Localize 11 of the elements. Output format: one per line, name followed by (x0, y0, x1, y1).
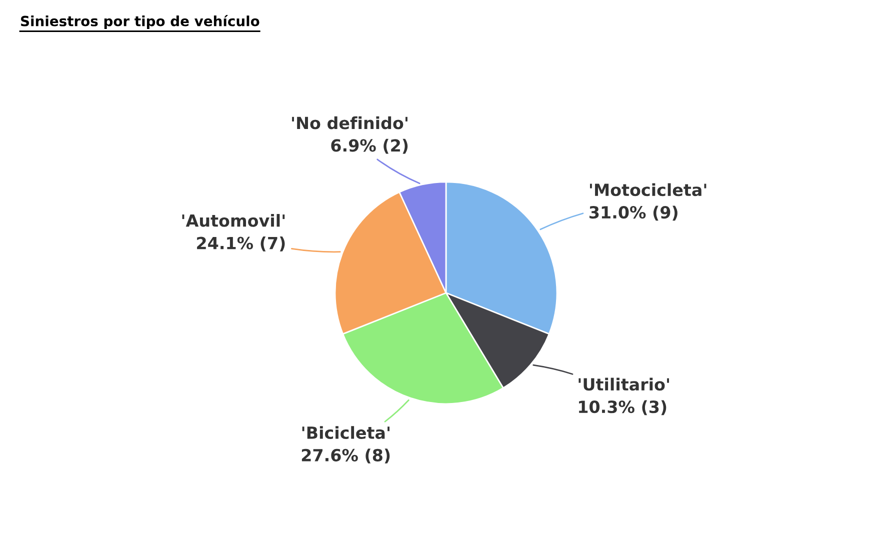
slice-label: 'Bicicleta' (302, 426, 390, 439)
slice-label: 'No definido' (292, 116, 408, 130)
data-label: 27.6% (8) (302, 448, 390, 464)
slice-label: 'Motocicleta' (590, 183, 706, 196)
slice-label: 'Utilitario' (578, 378, 669, 391)
slice-label: 'Automovil' (182, 214, 285, 227)
data-label: 24.1% (7) (197, 236, 285, 252)
data-label: 6.9% (2) (331, 138, 408, 154)
data-label: 10.3% (3) (579, 400, 666, 416)
data-label: 31.0% (9) (590, 206, 678, 221)
chart-title: Siniestros por tipo de vehículo (20, 15, 260, 29)
